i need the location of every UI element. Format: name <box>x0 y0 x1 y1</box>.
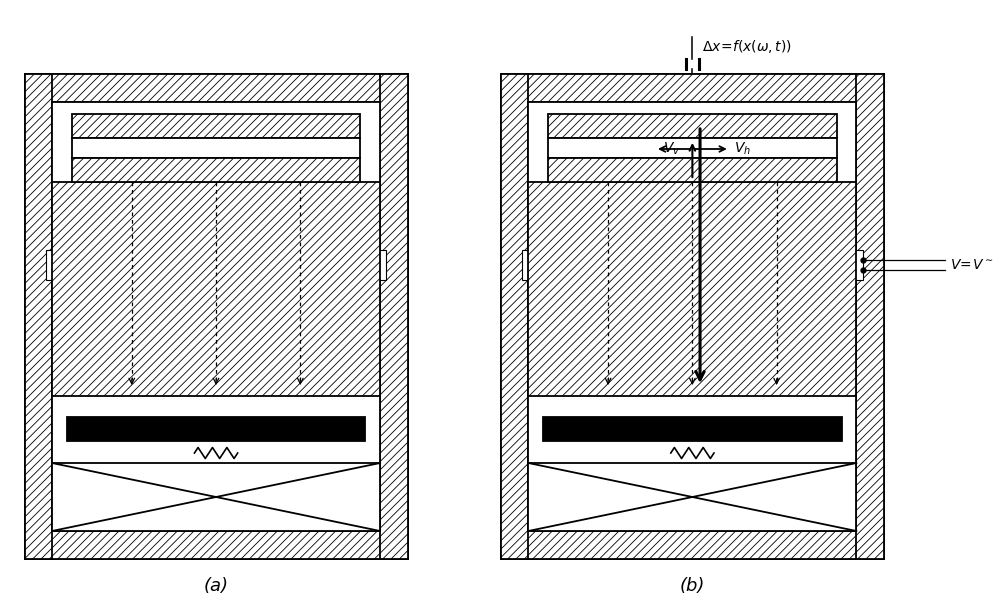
Bar <box>72 138 360 158</box>
Bar <box>528 182 856 396</box>
Bar <box>548 138 837 158</box>
Bar <box>522 250 535 280</box>
Bar <box>25 531 408 559</box>
Bar <box>543 417 842 441</box>
Bar <box>850 250 863 280</box>
Bar <box>52 182 380 396</box>
Bar <box>528 463 856 531</box>
Bar <box>501 74 884 559</box>
Bar <box>528 102 856 531</box>
Bar <box>72 158 360 182</box>
Text: (b): (b) <box>680 577 705 595</box>
Text: $V\!=\!V^{\sim}$: $V\!=\!V^{\sim}$ <box>950 258 993 272</box>
Text: (a): (a) <box>204 577 229 595</box>
Bar <box>548 114 837 138</box>
Text: $V_h$: $V_h$ <box>734 141 751 157</box>
Bar <box>52 102 380 531</box>
Bar <box>374 250 386 280</box>
Text: $\Delta x\!=\!f(x(\omega,t))$: $\Delta x\!=\!f(x(\omega,t))$ <box>702 38 792 55</box>
Text: $V_v$: $V_v$ <box>663 141 681 158</box>
Bar <box>25 74 52 559</box>
Bar <box>25 74 408 559</box>
Bar <box>501 531 884 559</box>
Bar <box>52 463 380 531</box>
Bar <box>25 74 408 102</box>
Bar <box>72 114 360 138</box>
Bar <box>548 158 837 182</box>
Bar <box>856 74 884 559</box>
Bar <box>46 250 58 280</box>
Bar <box>501 74 528 559</box>
Bar <box>380 74 408 559</box>
Bar <box>501 74 884 102</box>
Bar <box>67 417 365 441</box>
